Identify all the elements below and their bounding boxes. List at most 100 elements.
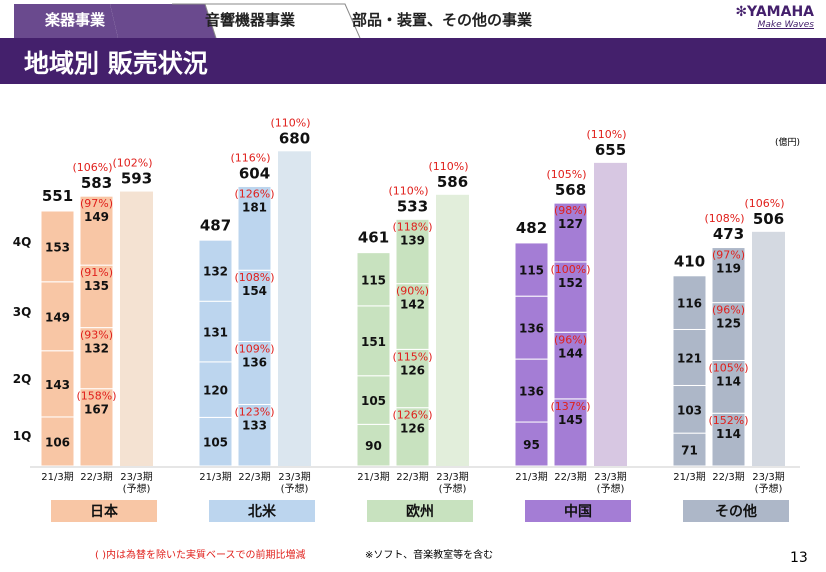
bar-segment-fy21-q4 <box>356 252 391 307</box>
tab-parts[interactable]: 部品・装置、その他の事業 <box>352 11 533 29</box>
segment-pct: (91%) <box>80 266 113 279</box>
period-label: 23/3期 <box>278 471 310 483</box>
total-label-fy22: 583 <box>81 174 112 192</box>
total-pct-fy22: (105%) <box>546 168 586 181</box>
bar-segment-fy22-q2 <box>79 327 114 390</box>
segment-pct: (96%) <box>554 333 587 346</box>
period-label: 22/3期 <box>80 471 112 483</box>
region-label-box <box>367 500 473 522</box>
segment-pct: (96%) <box>712 304 745 317</box>
period-label: 22/3期 <box>554 471 586 483</box>
segment-value: 167 <box>84 403 109 417</box>
period-label: 22/3期 <box>712 471 744 483</box>
total-label-fy22: 604 <box>239 164 270 182</box>
forecast-label: (予想) <box>281 482 309 495</box>
bar-segment-fy22-q3 <box>237 269 272 343</box>
segment-value: 115 <box>519 264 544 278</box>
tab-bg-active <box>14 4 118 38</box>
total-pct-fy22: (106%) <box>72 161 112 174</box>
segment-pct: (98%) <box>554 204 587 217</box>
total-label-fy22: 473 <box>713 225 744 243</box>
segment-pct: (108%) <box>234 271 274 284</box>
period-label: 22/3期 <box>396 471 428 483</box>
period-label: 21/3期 <box>199 471 231 483</box>
region-label-box <box>525 500 631 522</box>
segment-value: 105 <box>203 436 228 450</box>
bar-segment-fy22-q2 <box>711 359 746 414</box>
bar-segment-fy21-q2 <box>356 375 391 425</box>
segment-value: 133 <box>242 418 267 432</box>
total-label-fy21: 410 <box>674 252 705 270</box>
bar-segment-fy22-q2 <box>395 348 430 409</box>
bar-segment-fy21-q3 <box>198 300 233 363</box>
segment-value: 132 <box>203 265 228 279</box>
quarter-label-2Q: 2Q <box>13 372 32 386</box>
bar-segment-fy21-q2 <box>514 358 549 423</box>
bar-fy23-forecast <box>278 151 311 466</box>
segment-pct: (158%) <box>76 390 116 403</box>
period-label: 22/3期 <box>238 471 270 483</box>
period-label: 21/3期 <box>673 471 705 483</box>
bar-segment-fy22-q4 <box>237 185 272 271</box>
segment-pct: (126%) <box>392 409 432 422</box>
bar-segment-fy21-q3 <box>40 281 75 352</box>
forecast-label: (予想) <box>755 482 783 495</box>
segment-value: 119 <box>716 262 741 276</box>
period-label: 23/3期 <box>594 471 626 483</box>
total-pct-fy23: (110%) <box>270 116 310 129</box>
region-label-box <box>683 500 789 522</box>
segment-pct: (90%) <box>396 285 429 298</box>
total-label-fy22: 533 <box>397 197 428 215</box>
segment-value: 149 <box>45 310 70 324</box>
bar-segment-fy21-q3 <box>672 328 707 386</box>
total-pct-fy23: (106%) <box>744 197 784 210</box>
bar-segment-fy21-q1 <box>672 432 707 467</box>
segment-value: 90 <box>365 439 382 453</box>
bar-segment-fy21-q2 <box>198 361 233 418</box>
forecast-label: (予想) <box>597 482 625 495</box>
bar-segment-fy21-q3 <box>514 295 549 360</box>
segment-value: 132 <box>84 342 109 356</box>
tab-instruments[interactable]: 楽器事業 <box>45 11 106 29</box>
total-pct-fy23: (110%) <box>586 128 626 141</box>
segment-pct: (100%) <box>550 263 590 276</box>
business-tabs: 楽器事業 音響機器事業 部品・装置、その他の事業 <box>0 0 826 38</box>
segment-value: 139 <box>400 233 425 247</box>
segment-value: 143 <box>45 378 70 392</box>
bar-segment-fy21-q1 <box>40 416 75 467</box>
bar-segment-fy22-q1 <box>237 403 272 467</box>
total-pct-fy23: (110%) <box>428 160 468 173</box>
tab-audio[interactable]: 音響機器事業 <box>205 11 296 29</box>
segment-pct: (118%) <box>392 220 432 233</box>
segment-value: 154 <box>242 284 267 298</box>
quarter-label-4Q: 4Q <box>13 235 32 249</box>
segment-value: 115 <box>361 273 386 287</box>
period-label: 21/3期 <box>41 471 73 483</box>
segment-pct: (105%) <box>708 361 748 374</box>
segment-value: 95 <box>523 438 540 452</box>
total-label-fy21: 551 <box>42 187 73 205</box>
total-label-fy21: 487 <box>200 217 231 235</box>
segment-value: 103 <box>677 403 702 417</box>
period-label: 23/3期 <box>752 471 784 483</box>
regional-sales-chart: (億円) 1Q 2Q 3Q 4Q 106 143 149 153 551 (158%)167 (93%… <box>13 116 800 522</box>
total-pct-fy22: (108%) <box>704 212 744 225</box>
region-label: その他 <box>715 503 757 520</box>
segment-value: 181 <box>242 200 267 214</box>
segment-value: 136 <box>519 385 544 399</box>
bar-segment-fy22-q4 <box>553 202 588 263</box>
footnote-left: ( )内は為替を除いた実質ベースでの前期比増減 <box>95 550 306 561</box>
bar-segment-fy22-q3 <box>711 302 746 361</box>
bar-segment-fy21-q4 <box>672 275 707 330</box>
page-title: 地域別 販売状況 <box>0 38 826 84</box>
total-pct-fy23: (102%) <box>112 157 152 170</box>
bar-fy23-forecast <box>436 194 469 466</box>
segment-value: 142 <box>400 298 425 312</box>
bar-segment-fy22-q4 <box>711 247 746 304</box>
segment-pct: (137%) <box>550 400 590 413</box>
forecast-label: (予想) <box>123 482 151 495</box>
total-pct-fy22: (116%) <box>230 151 270 164</box>
region-label: 日本 <box>90 503 119 520</box>
bar-segment-fy22-q2 <box>237 341 272 405</box>
bar-segment-fy22-q3 <box>395 283 430 350</box>
